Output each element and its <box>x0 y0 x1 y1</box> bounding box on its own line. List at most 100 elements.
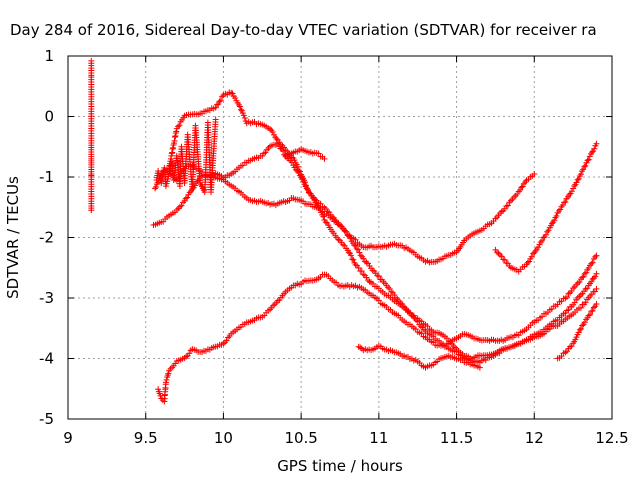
data-point-marker <box>573 334 580 341</box>
data-point-marker <box>581 319 588 326</box>
data-point-marker <box>164 372 171 379</box>
data-point-marker <box>571 183 578 190</box>
data-point-marker <box>581 163 588 170</box>
x-tick-label: 10 <box>214 429 233 447</box>
data-point-marker <box>589 259 596 266</box>
data-point-marker <box>240 112 247 119</box>
series-arc-e <box>282 145 328 162</box>
data-point-marker <box>593 252 600 259</box>
data-point-marker <box>360 271 367 278</box>
data-point-marker <box>526 258 533 265</box>
grid-lines <box>68 56 612 419</box>
data-point-marker <box>182 195 189 202</box>
data-point-marker <box>347 235 354 242</box>
data-point-marker <box>303 185 310 192</box>
data-point-marker <box>152 185 159 192</box>
data-point-marker <box>580 166 587 173</box>
data-point-marker <box>269 128 276 135</box>
data-point-marker <box>542 231 549 238</box>
data-point-marker <box>175 123 182 130</box>
series-arc-d <box>155 252 600 405</box>
data-point-marker <box>476 364 483 371</box>
data-point-marker <box>580 273 587 280</box>
data-point-marker <box>582 162 589 169</box>
data-point-marker <box>540 234 547 241</box>
data-point-marker <box>531 170 538 177</box>
x-tick-label: 12.5 <box>595 429 628 447</box>
series-arc-early <box>88 57 95 214</box>
data-point-marker <box>591 288 598 295</box>
data-point-marker <box>504 260 511 267</box>
data-point-marker <box>353 245 360 252</box>
data-point-marker <box>519 183 526 190</box>
data-point-marker <box>524 259 531 266</box>
data-point-marker <box>585 156 592 163</box>
data-point-marker <box>581 270 588 277</box>
data-point-marker <box>392 294 399 301</box>
data-point-marker <box>591 145 598 152</box>
data-point-marker <box>299 176 306 183</box>
series-arc-h <box>554 301 600 362</box>
y-tick-label: -2 <box>39 229 54 247</box>
y-tick-label: 0 <box>44 108 54 126</box>
data-point-marker <box>588 260 595 267</box>
data-point-marker <box>165 370 172 377</box>
data-point-marker <box>577 325 584 332</box>
data-point-marker <box>180 199 187 206</box>
data-point-marker <box>357 252 364 259</box>
data-point-marker <box>355 246 362 253</box>
data-point-marker <box>584 157 591 164</box>
data-point-marker <box>320 213 327 220</box>
data-point-marker <box>589 307 596 314</box>
data-point-marker <box>539 237 546 244</box>
data-point-marker <box>574 176 581 183</box>
data-point-marker <box>350 256 357 263</box>
data-point-marker <box>545 227 552 234</box>
y-tick-label: -3 <box>39 289 54 307</box>
data-point-marker <box>517 186 524 193</box>
data-point-marker <box>355 264 362 271</box>
data-point-marker <box>590 304 597 311</box>
data-point-marker <box>576 278 583 285</box>
data-point-marker <box>237 106 244 113</box>
data-point-marker <box>504 202 511 209</box>
data-point-marker <box>375 297 382 304</box>
data-point-marker <box>553 212 560 219</box>
data-point-marker <box>501 256 508 263</box>
data-point-marker <box>498 253 505 260</box>
data-point-marker <box>343 228 350 235</box>
data-point-marker <box>232 95 239 102</box>
data-point-marker <box>212 104 219 111</box>
data-point-marker <box>593 285 600 292</box>
data-point-marker <box>565 306 572 313</box>
data-point-marker <box>352 242 359 249</box>
data-point-marker <box>579 274 586 281</box>
data-point-marker <box>563 294 570 301</box>
data-point-marker <box>273 135 280 142</box>
data-point-marker <box>536 241 543 248</box>
data-point-marker <box>515 188 522 195</box>
data-point-marker <box>184 194 191 201</box>
data-points <box>88 57 600 405</box>
data-point-marker <box>213 101 220 108</box>
data-point-marker <box>311 196 318 203</box>
data-point-marker <box>588 278 595 285</box>
data-point-marker <box>576 326 583 333</box>
data-point-marker <box>586 311 593 318</box>
data-point-marker <box>551 217 558 224</box>
data-point-marker <box>576 293 583 300</box>
x-tick-label: 9 <box>63 429 73 447</box>
data-point-marker <box>176 203 183 210</box>
data-point-marker <box>498 208 505 215</box>
data-point-marker <box>186 189 193 196</box>
data-point-marker <box>375 273 382 280</box>
data-point-marker <box>305 189 312 196</box>
series-arc-f <box>355 343 483 371</box>
data-point-marker <box>565 290 572 297</box>
data-point-marker <box>217 97 224 104</box>
data-point-marker <box>348 252 355 259</box>
data-point-marker <box>585 312 592 319</box>
data-point-marker <box>592 273 599 280</box>
data-point-marker <box>241 115 248 122</box>
data-point-marker <box>352 236 359 243</box>
